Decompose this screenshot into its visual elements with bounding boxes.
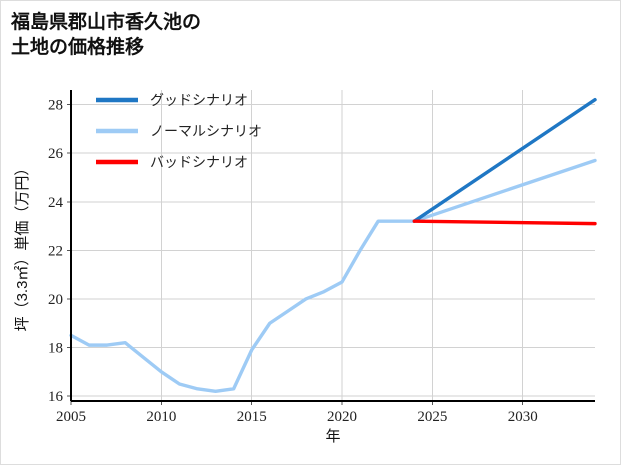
y-tick-label: 18 [48, 341, 63, 357]
series-line-バッドシナリオ [412, 219, 597, 226]
y-tick-label: 16 [48, 389, 64, 405]
y-tick-label: 24 [48, 195, 64, 211]
x-tick-label: 2020 [327, 409, 357, 425]
series-line-グッドシナリオ [412, 98, 597, 223]
y-tick-label: 20 [48, 292, 63, 308]
x-tick-label: 2030 [508, 409, 538, 425]
series-line-ノーマルシナリオ [69, 158, 597, 393]
legend-label-2: バッドシナリオ [150, 154, 248, 170]
legend-label-0: グッドシナリオ [150, 92, 248, 108]
x-tick-label: 2005 [56, 409, 86, 425]
tickmarks-group [67, 104, 524, 405]
y-tick-label: 28 [48, 98, 63, 114]
y-axis-title: 坪（3.3㎡）単価（万円） [14, 161, 31, 332]
legend-label-1: ノーマルシナリオ [150, 123, 262, 139]
y-tick-labels-group: 16 18 20 22 24 26 28 [48, 98, 64, 406]
series-lines-group [69, 98, 597, 393]
x-tick-labels-group: 2005 2010 2015 2020 2025 2030 [56, 409, 538, 425]
chart-title: 福島県郡山市香久池の 土地の価格推移 [11, 12, 202, 59]
axis-spines-group [70, 90, 595, 402]
y-tick-label: 26 [48, 146, 64, 162]
x-axis-title: 年 [325, 428, 340, 445]
x-tick-label: 2010 [146, 409, 176, 425]
y-tick-label: 22 [48, 243, 63, 259]
x-tick-label: 2025 [417, 409, 447, 425]
x-tick-label: 2015 [237, 409, 267, 425]
